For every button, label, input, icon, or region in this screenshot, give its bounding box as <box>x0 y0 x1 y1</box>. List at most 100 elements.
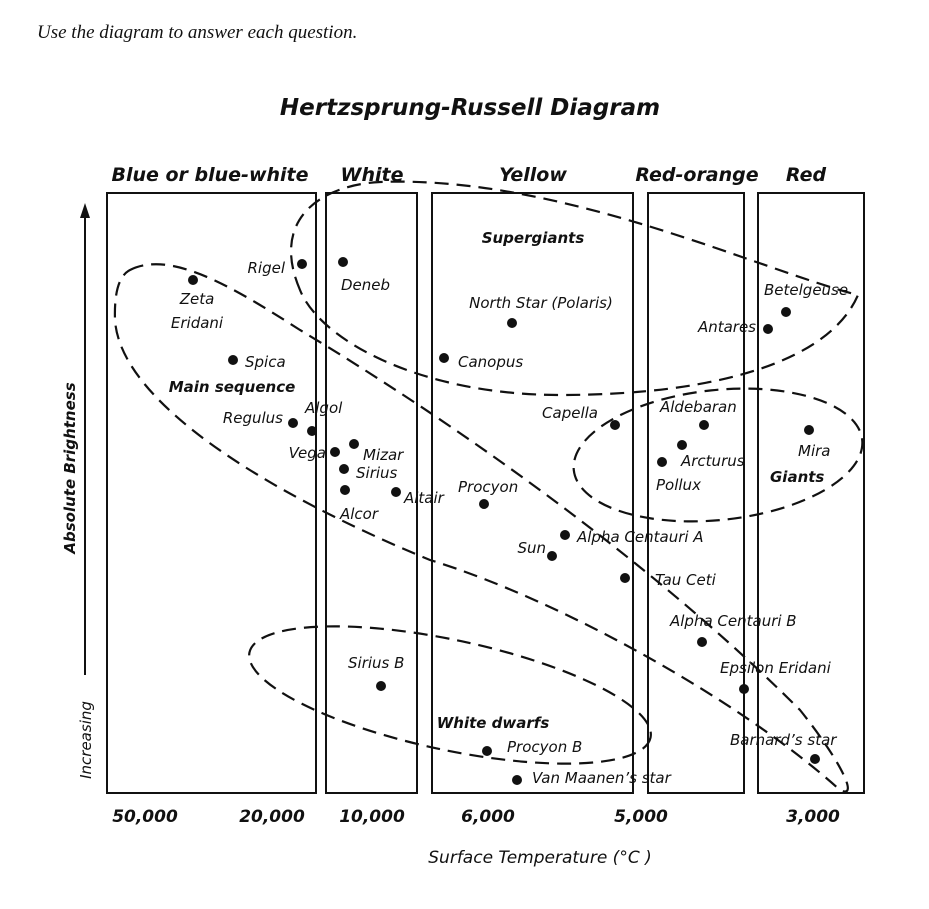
temperature-label: 20,000 <box>239 807 305 827</box>
star-label: Alpha Centauri B <box>669 612 797 630</box>
main-sequence-outline <box>113 263 849 793</box>
star-dot <box>338 257 348 267</box>
star-dot <box>677 440 687 450</box>
temperature-label: 50,000 <box>112 807 178 827</box>
star-dot <box>697 637 707 647</box>
star-dot <box>391 487 401 497</box>
star-label-line: Arcturus <box>680 452 745 470</box>
star-dot <box>228 355 238 365</box>
star-label: Van Maanen’s star <box>532 769 672 787</box>
star-dot <box>699 420 709 430</box>
star-dot <box>763 324 773 334</box>
star-label-line: Sirius B <box>348 654 404 672</box>
band-box <box>325 192 418 794</box>
band-header: Red <box>786 164 827 186</box>
star-dot <box>810 754 820 764</box>
star-dot <box>307 426 317 436</box>
region-label: Main sequence <box>169 378 296 396</box>
temperature-label: 3,000 <box>786 807 840 827</box>
star-label: Alcor <box>339 505 379 523</box>
star-label-line: Barnard’s star <box>730 731 837 749</box>
star-label-line: Spica <box>245 353 286 371</box>
star-dot <box>560 530 570 540</box>
instruction: Use the diagram to answer each question. <box>37 22 357 43</box>
band-header: Blue or blue-white <box>111 164 308 186</box>
star-label-line: Regulus <box>223 409 283 427</box>
star-label-line: Alcor <box>339 505 379 523</box>
star-label: Zeta Eridani <box>171 290 224 332</box>
star-label-line: Zeta <box>179 290 215 308</box>
star-label-line: Eridani <box>171 314 224 332</box>
temperature-label: 5,000 <box>614 807 668 827</box>
temperature-label: 6,000 <box>461 807 515 827</box>
star-dot <box>482 746 492 756</box>
star-label-line: Vega <box>289 444 326 462</box>
star-label: Procyon B <box>507 738 582 756</box>
star-label: Betelgeuse <box>764 281 848 299</box>
star-label-line: Betelgeuse <box>764 281 848 299</box>
star-label-line: Epsilon Eridani <box>720 659 832 677</box>
band-box <box>647 192 745 794</box>
title: Hertzsprung-Russell Diagram <box>280 95 660 121</box>
star-dot <box>297 259 307 269</box>
star-dot <box>739 684 749 694</box>
region-label: Supergiants <box>482 229 585 247</box>
star-dot <box>547 551 557 561</box>
giants-outline <box>572 387 864 523</box>
supergiants-outline <box>289 180 860 397</box>
star-label-line: North Star (Polaris) <box>469 294 613 312</box>
star-label: Procyon <box>458 478 518 496</box>
star-label: Antares <box>697 318 756 336</box>
star-label: Canopus <box>458 353 523 371</box>
star-label-line: Procyon B <box>507 738 582 756</box>
star-label-line: Aldebaran <box>659 398 737 416</box>
star-label: Capella <box>542 404 598 422</box>
star-label: Sirius B <box>348 654 404 672</box>
star-label: Tau Ceti <box>655 571 717 589</box>
star-label: Pollux <box>656 476 701 494</box>
star-label-line: Altair <box>403 489 445 507</box>
star-label: Epsilon Eridani <box>720 659 832 677</box>
x-axis-label: Surface Temperature (°C ) <box>428 848 651 868</box>
star-label-line: Canopus <box>458 353 523 371</box>
star-dot <box>610 420 620 430</box>
star-label-line: Antares <box>697 318 756 336</box>
star-label-line: Mira <box>798 442 830 460</box>
regions <box>113 180 864 793</box>
band-box <box>106 192 317 794</box>
star-dot <box>781 307 791 317</box>
bands <box>106 192 865 794</box>
star-label: Rigel <box>247 259 285 277</box>
star-dot <box>188 275 198 285</box>
star-dot <box>330 447 340 457</box>
star-label-line: Pollux <box>656 476 701 494</box>
star-dot <box>439 353 449 363</box>
region-label: Giants <box>770 468 824 486</box>
star-label: Alpha Centauri A <box>576 528 704 546</box>
star-dot <box>339 464 349 474</box>
star-label: Mizar <box>363 446 404 464</box>
region-label: White dwarfs <box>437 714 550 732</box>
star-dot <box>376 681 386 691</box>
star-label-line: Deneb <box>341 276 390 294</box>
star-dot <box>512 775 522 785</box>
star-dot <box>349 439 359 449</box>
star-label: Algol <box>304 399 343 417</box>
y-axis-label: Absolute Brightness <box>61 382 79 554</box>
star-label-line: Van Maanen’s star <box>532 769 672 787</box>
star-label-line: Rigel <box>247 259 285 277</box>
star-label-line: Mizar <box>363 446 404 464</box>
star-label-line: Procyon <box>458 478 518 496</box>
star-dot <box>507 318 517 328</box>
band-box <box>757 192 865 794</box>
star-dot <box>657 457 667 467</box>
band-header: Red-orange <box>635 164 758 186</box>
star-label: Sun <box>517 539 546 557</box>
star-label-line: Sun <box>517 539 546 557</box>
band-header: Yellow <box>499 164 567 186</box>
y-axis-direction: Increasing <box>77 701 95 779</box>
band-box <box>431 192 634 794</box>
star-label: Mira <box>798 442 830 460</box>
